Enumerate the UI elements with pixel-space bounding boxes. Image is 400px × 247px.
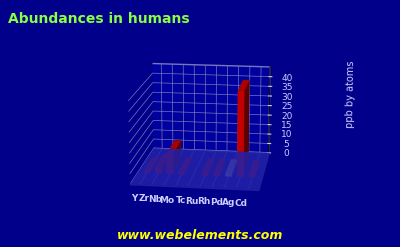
Text: Abundances in humans: Abundances in humans [8,12,190,26]
Text: www.webelements.com: www.webelements.com [117,229,283,242]
